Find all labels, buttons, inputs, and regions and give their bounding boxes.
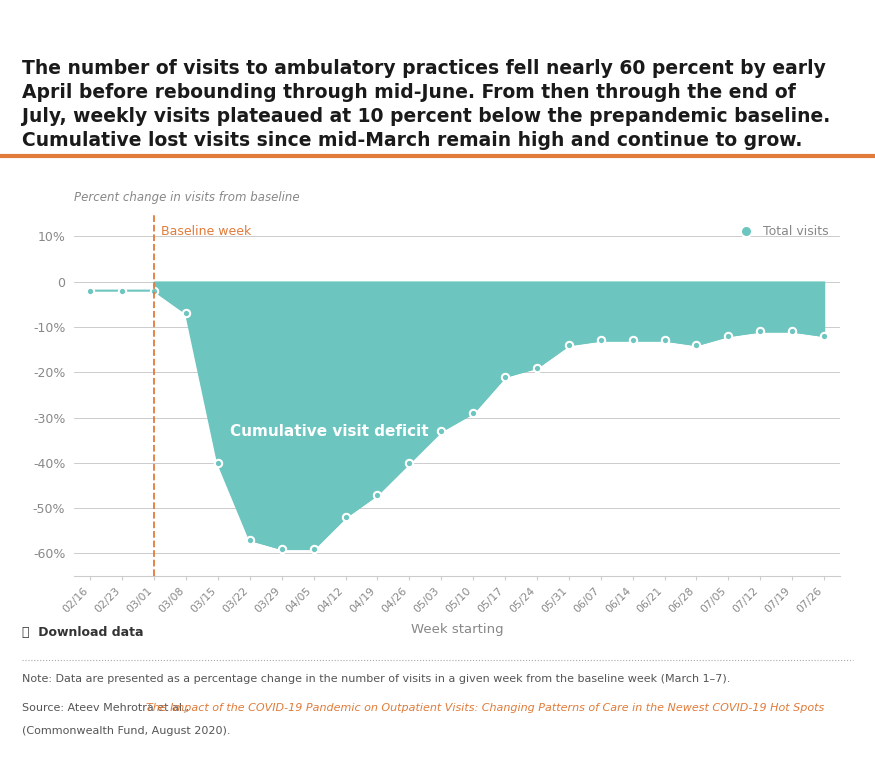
Point	[530, 362, 544, 374]
Text: Cumulative visit deficit: Cumulative visit deficit	[230, 423, 429, 439]
Point	[370, 488, 384, 501]
Text: The number of visits to ambulatory practices fell nearly 60 percent by early
Apr: The number of visits to ambulatory pract…	[22, 59, 830, 150]
Point	[306, 542, 320, 555]
Point	[626, 334, 640, 346]
Point	[402, 457, 416, 469]
Text: Percent change in visits from baseline: Percent change in visits from baseline	[74, 192, 300, 204]
Point	[275, 542, 289, 555]
X-axis label: Week starting: Week starting	[411, 623, 503, 636]
Point	[147, 285, 161, 297]
Legend: Total visits: Total visits	[728, 220, 834, 243]
Point	[83, 285, 97, 297]
Point	[817, 330, 831, 342]
Point	[211, 457, 225, 469]
Point	[179, 307, 193, 320]
Point	[721, 330, 735, 342]
Point	[562, 339, 576, 351]
Point	[690, 339, 704, 351]
Text: Baseline week: Baseline week	[160, 225, 251, 238]
Text: Note: Data are presented as a percentage change in the number of visits in a giv: Note: Data are presented as a percentage…	[22, 674, 731, 684]
Point	[753, 325, 767, 337]
Point	[434, 425, 448, 437]
Point	[594, 334, 608, 346]
Point	[116, 285, 130, 297]
Text: (Commonwealth Fund, August 2020).: (Commonwealth Fund, August 2020).	[22, 726, 230, 736]
Point	[466, 407, 480, 419]
Text: ⤓  Download data: ⤓ Download data	[22, 626, 144, 639]
Point	[657, 334, 671, 346]
Point	[785, 325, 799, 337]
Point	[498, 371, 512, 383]
Point	[243, 533, 257, 546]
Text: Source: Ateev Mehrotra et al.,: Source: Ateev Mehrotra et al.,	[22, 703, 196, 713]
Point	[339, 511, 353, 523]
Text: The Impact of the COVID-19 Pandemic on Outpatient Visits: Changing Patterns of C: The Impact of the COVID-19 Pandemic on O…	[146, 703, 825, 713]
